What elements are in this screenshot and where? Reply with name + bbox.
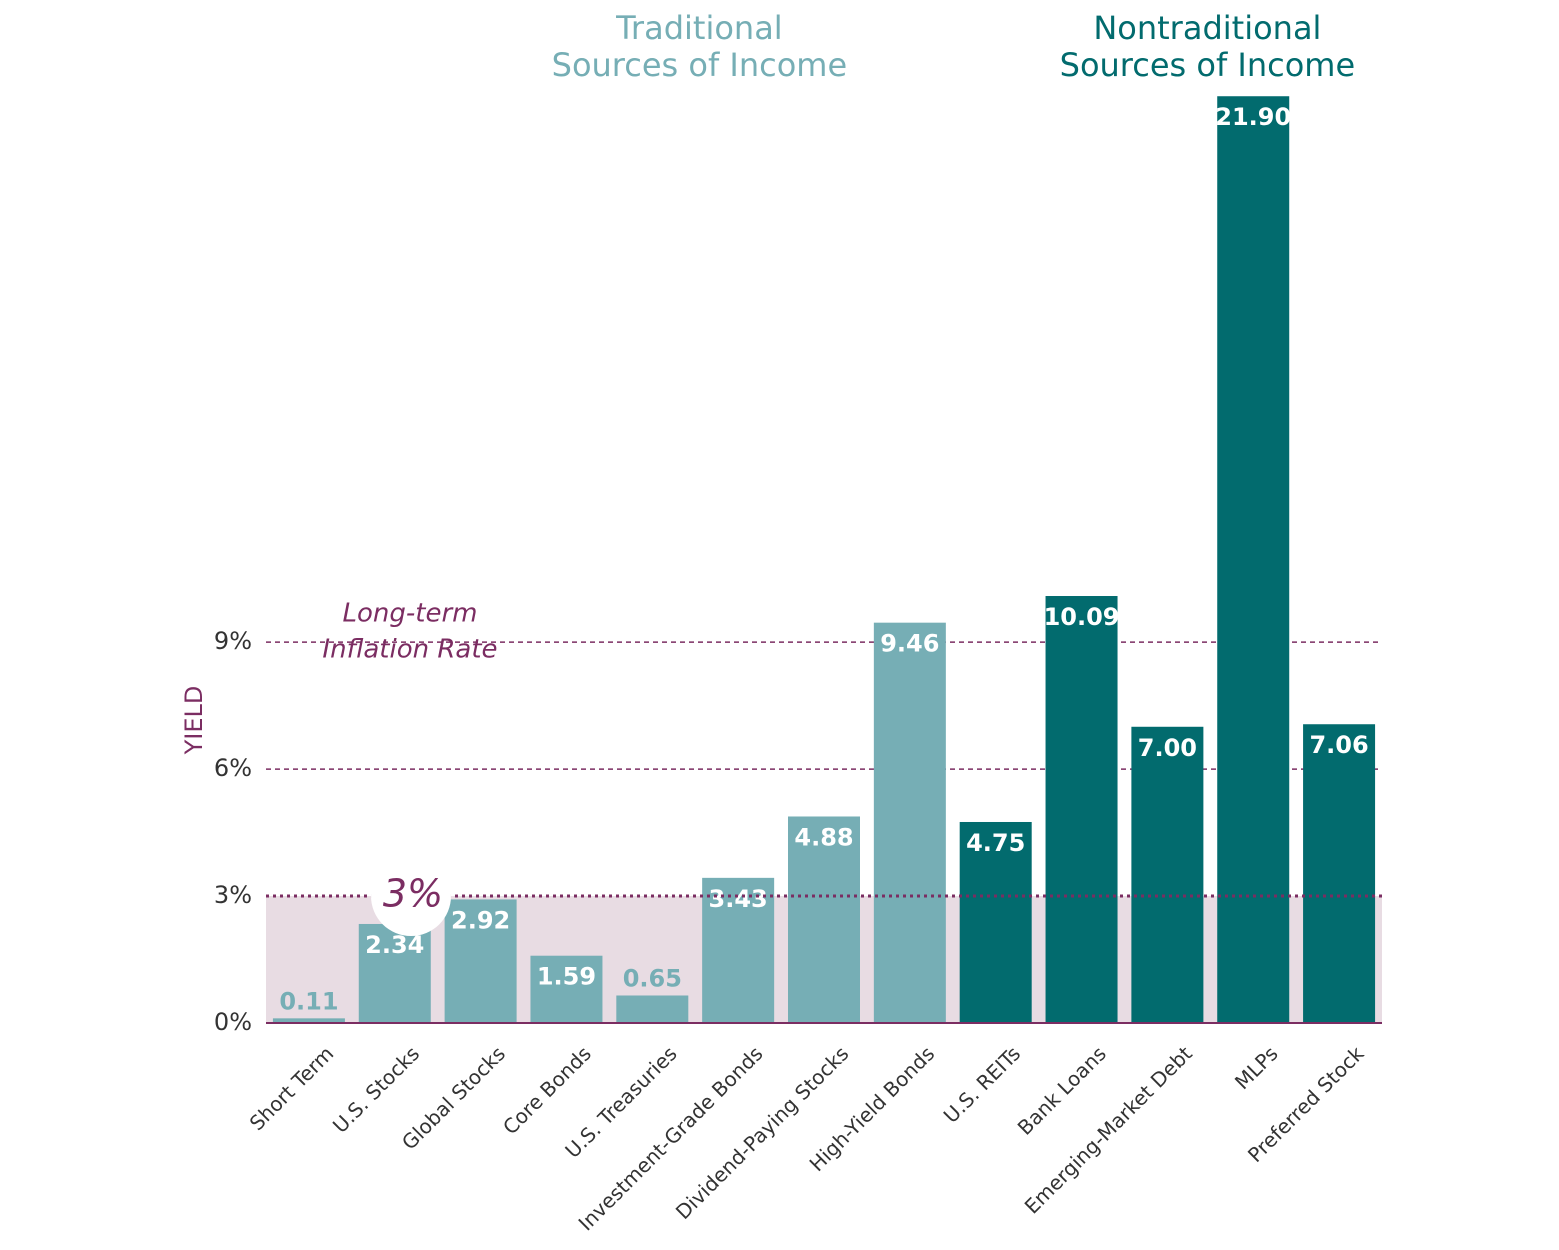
inflation-badge — [371, 856, 451, 937]
y-tick-label: 9% — [214, 627, 252, 655]
value-label: 9.46 — [880, 630, 939, 658]
y-axis-label: YIELD — [180, 686, 208, 756]
value-label: 0.65 — [623, 964, 682, 992]
value-label: 10.09 — [1044, 603, 1120, 631]
bar — [788, 816, 860, 1023]
bar — [530, 955, 603, 1023]
y-tick-label: 3% — [214, 881, 252, 909]
x-tick-label: Short Term — [245, 1041, 339, 1135]
inflation-text: Long-term — [343, 599, 478, 629]
value-label: 7.06 — [1309, 731, 1368, 759]
value-label: 4.88 — [794, 823, 853, 851]
value-label: 3.43 — [709, 885, 768, 913]
value-label: 4.75 — [966, 829, 1025, 857]
value-label: 1.59 — [537, 963, 596, 991]
value-label: 21.90 — [1215, 103, 1291, 131]
bar — [873, 622, 946, 1023]
y-tick-label: 6% — [214, 754, 252, 782]
bar — [702, 877, 775, 1023]
x-tick-label: MLPs — [1230, 1041, 1283, 1094]
inflation-label: 3% — [383, 872, 443, 916]
bar — [1131, 726, 1204, 1023]
legend-title: Sources of Income — [1060, 46, 1356, 84]
value-label: 0.11 — [279, 987, 338, 1015]
x-tick-label: U.S. REITs — [939, 1041, 1025, 1127]
bar — [1045, 596, 1118, 1023]
legend-title: Sources of Income — [552, 46, 848, 84]
x-tick-label: Dividend-Paying Stocks — [671, 1041, 854, 1224]
value-label: 7.00 — [1138, 734, 1197, 762]
inflation-text: Inflation Rate — [322, 635, 497, 665]
bar — [358, 923, 431, 1023]
bar — [1217, 96, 1290, 1024]
value-label: 2.92 — [451, 906, 510, 934]
bar — [959, 821, 1032, 1023]
bar — [444, 899, 517, 1023]
bar — [272, 1018, 345, 1023]
bar — [616, 995, 689, 1023]
y-tick-label: 0% — [214, 1008, 252, 1036]
legend-title: Nontraditional — [1093, 9, 1321, 47]
x-tick-label: U.S. Stocks — [328, 1041, 424, 1137]
bar — [1303, 724, 1376, 1023]
x-tick-label: Emerging-Market Debt — [1020, 1041, 1197, 1218]
legend-title: Traditional — [615, 9, 783, 47]
